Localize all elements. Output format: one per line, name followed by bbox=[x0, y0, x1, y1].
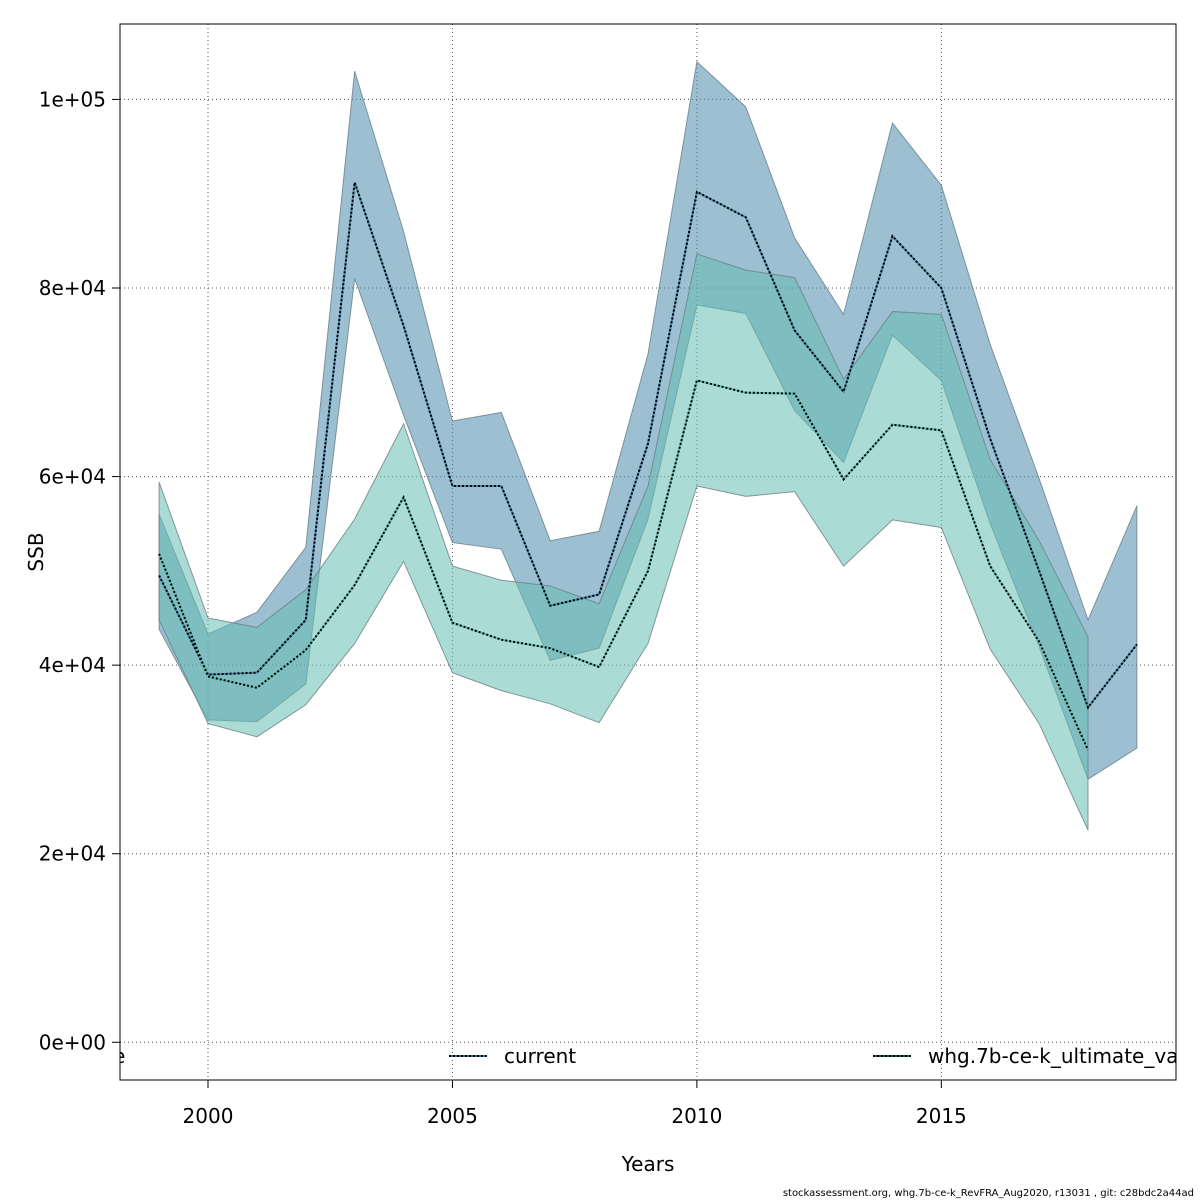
y-tick-label: 8e+04 bbox=[39, 276, 106, 300]
x-tick-label: 2015 bbox=[916, 1104, 967, 1128]
legend-mask-left bbox=[0, 1040, 120, 1080]
series-line-2 bbox=[158, 379, 1089, 751]
series-line-1 bbox=[158, 182, 1138, 710]
legend-label-2: current bbox=[504, 1044, 576, 1068]
y-tick-label: 4e+04 bbox=[39, 653, 106, 677]
confidence-band-2 bbox=[158, 253, 1089, 831]
y-axis-title: SSB bbox=[24, 532, 48, 571]
plot-frame bbox=[119, 23, 1177, 1081]
y-tick-label: 6e+04 bbox=[39, 465, 106, 489]
y-tick-label: 0e+00 bbox=[39, 1030, 106, 1054]
confidence-bands bbox=[158, 60, 1138, 831]
legend: ecurrentwhg.7b-ce-k_ultimate_va bbox=[0, 1040, 1200, 1080]
x-axis: 2000 2005 2010 2015 bbox=[183, 1080, 967, 1128]
legend-label-3: whg.7b-ce-k_ultimate_va bbox=[928, 1044, 1178, 1068]
y-tick-label: 2e+04 bbox=[39, 842, 106, 866]
x-tick-label: 2005 bbox=[427, 1104, 478, 1128]
x-tick-label: 2000 bbox=[183, 1104, 234, 1128]
y-tick-label: 1e+05 bbox=[39, 87, 106, 111]
x-axis-title: Years bbox=[621, 1152, 675, 1176]
confidence-band-1 bbox=[158, 60, 1138, 780]
legend-mask-right bbox=[1176, 1040, 1200, 1080]
footer-note: stockassessment.org, whg.7b-ce-k_RevFRA_… bbox=[782, 1188, 1194, 1199]
y-axis: 0e+00 2e+04 4e+04 6e+04 8e+04 1e+05 bbox=[39, 87, 120, 1054]
estimate-lines bbox=[158, 182, 1138, 751]
x-tick-label: 2010 bbox=[671, 1104, 722, 1128]
